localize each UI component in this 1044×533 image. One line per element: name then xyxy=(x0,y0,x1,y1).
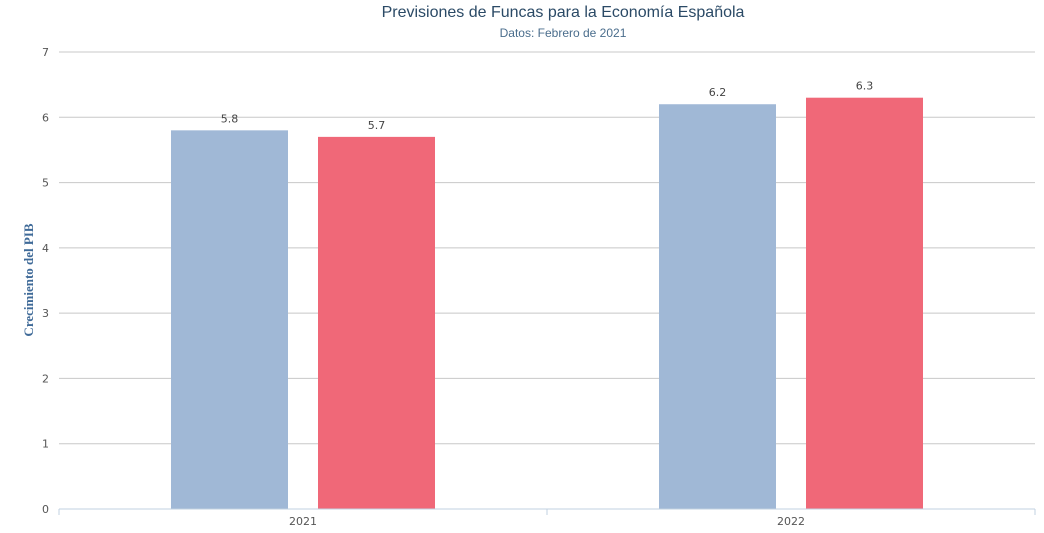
x-tick-label: 2022 xyxy=(777,515,805,528)
y-tick-label: 7 xyxy=(42,46,49,59)
bars xyxy=(171,97,923,510)
bar xyxy=(806,97,923,509)
y-tick-label: 6 xyxy=(42,111,49,124)
y-tick-label: 2 xyxy=(42,372,49,385)
x-axis: 0 1 2 3 4 5 6 7 2021 2022 xyxy=(42,46,1036,528)
data-label: 5.7 xyxy=(368,119,386,132)
y-tick-label: 3 xyxy=(42,307,49,320)
y-tick-label: 4 xyxy=(42,242,49,255)
y-axis-label: Crecimiento del PIB xyxy=(21,223,36,336)
y-tick-label: 1 xyxy=(42,438,49,451)
chart-subtitle: Datos: Febrero de 2021 xyxy=(500,26,627,40)
x-tick-label: 2021 xyxy=(289,515,317,528)
data-label: 5.8 xyxy=(221,112,239,125)
y-tick-label: 5 xyxy=(42,177,49,190)
bar xyxy=(318,136,435,509)
bar xyxy=(171,130,288,510)
y-tick-label: 0 xyxy=(42,503,49,516)
data-labels: 5.8 5.7 6.2 6.3 xyxy=(221,80,874,132)
chart-title: Previsiones de Funcas para la Economía E… xyxy=(382,4,745,21)
bar xyxy=(659,104,776,509)
data-label: 6.2 xyxy=(709,86,727,99)
data-label: 6.3 xyxy=(856,80,874,93)
